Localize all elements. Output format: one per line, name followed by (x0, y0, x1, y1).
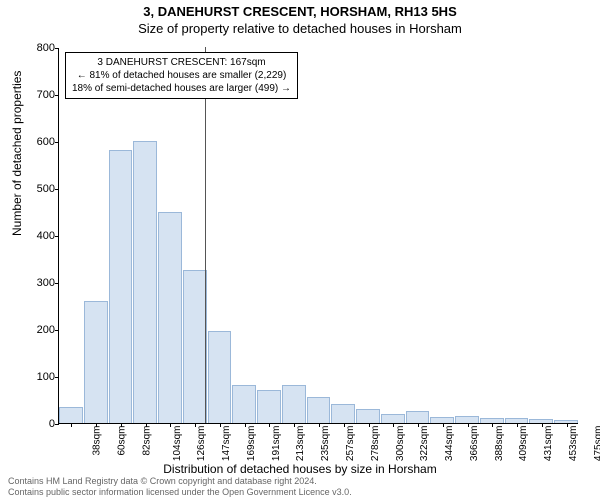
x-tick-label: 300sqm (395, 426, 406, 462)
histogram-bar (232, 385, 256, 423)
y-tick-mark (55, 48, 59, 49)
x-tick-label: 38sqm (92, 426, 103, 456)
x-tick-mark (71, 423, 72, 427)
histogram-bar (406, 411, 430, 423)
histogram-bar (331, 404, 355, 423)
x-tick-mark (220, 423, 221, 427)
y-tick-mark (55, 377, 59, 378)
attribution-footer: Contains HM Land Registry data © Crown c… (8, 476, 352, 498)
x-tick-mark (195, 423, 196, 427)
x-tick-label: 475sqm (593, 426, 600, 462)
chart-subtitle: Size of property relative to detached ho… (0, 21, 600, 36)
info-line: ← 81% of detached houses are smaller (2,… (72, 69, 291, 82)
y-tick-label: 300 (25, 277, 55, 289)
property-marker-line (205, 47, 206, 423)
histogram-bar (59, 407, 83, 423)
histogram-bar (307, 397, 331, 423)
x-tick-mark (170, 423, 171, 427)
x-tick-mark (96, 423, 97, 427)
x-tick-label: 453sqm (568, 426, 579, 462)
y-tick-mark (55, 330, 59, 331)
x-tick-mark (418, 423, 419, 427)
x-tick-label: 257sqm (345, 426, 356, 462)
x-tick-label: 104sqm (172, 426, 183, 462)
x-tick-label: 344sqm (444, 426, 455, 462)
x-tick-mark (344, 423, 345, 427)
x-tick-mark (121, 423, 122, 427)
histogram-bar (381, 414, 405, 423)
y-tick-mark (55, 236, 59, 237)
y-tick-label: 800 (25, 42, 55, 54)
x-tick-mark (567, 423, 568, 427)
x-tick-label: 431sqm (543, 426, 554, 462)
y-tick-mark (55, 283, 59, 284)
histogram-bar (109, 150, 133, 423)
y-tick-label: 700 (25, 89, 55, 101)
x-tick-mark (492, 423, 493, 427)
y-tick-label: 500 (25, 183, 55, 195)
y-tick-label: 100 (25, 371, 55, 383)
info-line: 18% of semi-detached houses are larger (… (72, 82, 291, 95)
x-tick-mark (319, 423, 320, 427)
y-tick-mark (55, 95, 59, 96)
plot-area: 010020030040050060070080038sqm60sqm82sqm… (58, 48, 578, 424)
x-tick-label: 388sqm (494, 426, 505, 462)
chart-header: 3, DANEHURST CRESCENT, HORSHAM, RH13 5HS… (0, 0, 600, 36)
histogram-bar (257, 390, 281, 423)
histogram-bar (183, 270, 207, 423)
x-tick-mark (294, 423, 295, 427)
x-tick-label: 366sqm (469, 426, 480, 462)
y-tick-label: 600 (25, 136, 55, 148)
x-tick-mark (369, 423, 370, 427)
y-tick-mark (55, 189, 59, 190)
histogram-bar (158, 212, 182, 424)
x-tick-mark (393, 423, 394, 427)
x-tick-label: 278sqm (370, 426, 381, 462)
x-tick-label: 82sqm (141, 426, 152, 456)
y-axis-label: Number of detached properties (10, 71, 24, 236)
x-tick-mark (269, 423, 270, 427)
histogram-bar (282, 385, 306, 423)
histogram-bar (84, 301, 108, 423)
histogram-bar (356, 409, 380, 423)
chart-area: 010020030040050060070080038sqm60sqm82sqm… (58, 48, 578, 424)
footer-line2: Contains public sector information licen… (8, 487, 352, 498)
x-tick-mark (245, 423, 246, 427)
x-tick-mark (443, 423, 444, 427)
x-tick-label: 409sqm (518, 426, 529, 462)
histogram-bar (208, 331, 232, 423)
y-tick-mark (55, 142, 59, 143)
x-tick-label: 191sqm (271, 426, 282, 462)
info-line: 3 DANEHURST CRESCENT: 167sqm (72, 56, 291, 69)
histogram-bar (133, 141, 157, 423)
histogram-bar (455, 416, 479, 423)
x-tick-mark (517, 423, 518, 427)
x-tick-label: 147sqm (221, 426, 232, 462)
x-tick-label: 126sqm (197, 426, 208, 462)
y-tick-mark (55, 424, 59, 425)
y-tick-label: 200 (25, 324, 55, 336)
x-tick-mark (146, 423, 147, 427)
x-tick-label: 60sqm (117, 426, 128, 456)
x-tick-label: 169sqm (246, 426, 257, 462)
property-info-box: 3 DANEHURST CRESCENT: 167sqm← 81% of det… (65, 52, 298, 99)
footer-line1: Contains HM Land Registry data © Crown c… (8, 476, 352, 487)
y-tick-label: 400 (25, 230, 55, 242)
address-title: 3, DANEHURST CRESCENT, HORSHAM, RH13 5HS (0, 4, 600, 19)
x-tick-mark (468, 423, 469, 427)
x-axis-label: Distribution of detached houses by size … (0, 462, 600, 476)
x-tick-label: 235sqm (320, 426, 331, 462)
x-tick-label: 213sqm (296, 426, 307, 462)
x-tick-mark (542, 423, 543, 427)
x-tick-label: 322sqm (419, 426, 430, 462)
y-tick-label: 0 (25, 418, 55, 430)
